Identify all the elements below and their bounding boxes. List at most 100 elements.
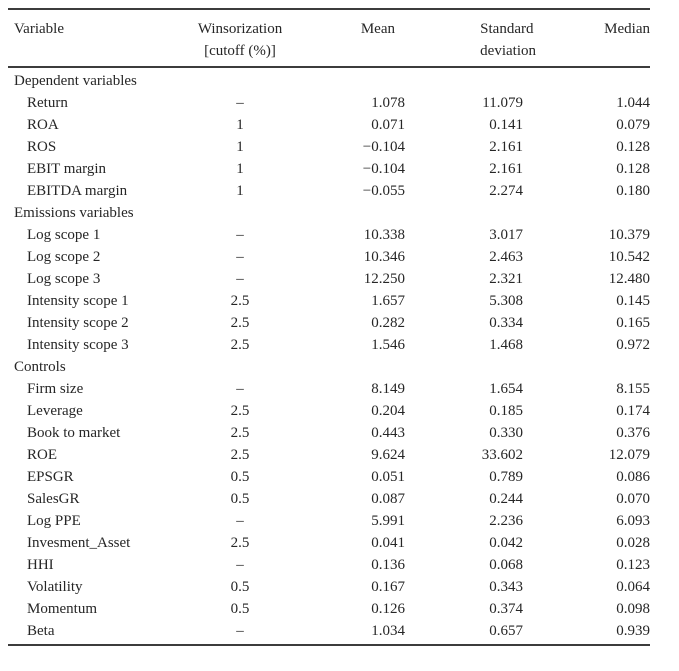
mean-cell: 9.624 (371, 447, 405, 463)
winsorization-cell: 2.5 (230, 535, 250, 551)
winsorization-cell: – (236, 623, 244, 639)
section-label: Dependent variables (14, 73, 137, 89)
section-label: Emissions variables (14, 205, 134, 221)
median-cell: 0.128 (616, 161, 650, 177)
column-header-mean: Mean (360, 21, 395, 37)
table-row: Log scope 2 – 10.346 2.463 10.542 (8, 246, 650, 268)
median-cell: 0.180 (616, 183, 650, 199)
median-cell: 0.165 (616, 315, 650, 331)
median-cell: 0.064 (616, 579, 650, 595)
table-row: Log PPE – 5.991 2.236 6.093 (8, 510, 650, 532)
std-cell (405, 202, 523, 224)
mean-cell: 0.087 (371, 491, 405, 507)
table-row: Log scope 1 – 10.338 3.017 10.379 (8, 224, 650, 246)
variable-cell: Log scope 3 (27, 271, 101, 287)
table-row: Intensity scope 3 2.5 1.546 1.468 0.972 (8, 334, 650, 356)
variable-cell: Log scope 1 (27, 227, 101, 243)
table-row: Return – 1.078 11.079 1.044 (8, 92, 650, 114)
section-row: Controls (8, 356, 650, 378)
std-cell: 1.468 (489, 337, 523, 353)
std-cell: 2.161 (489, 139, 523, 155)
variable-cell: Firm size (27, 381, 84, 397)
median-cell: 12.079 (608, 447, 650, 463)
median-cell: 0.174 (616, 403, 650, 419)
section-label: Controls (14, 359, 66, 375)
variable-cell: EBIT margin (27, 161, 107, 177)
median-cell: 0.070 (616, 491, 650, 507)
table-row: Invesment_Asset 2.5 0.041 0.042 0.028 (8, 532, 650, 554)
mean-cell: 0.041 (371, 535, 405, 551)
std-cell: 0.141 (489, 117, 523, 133)
mean-cell: 0.204 (371, 403, 405, 419)
std-cell: 0.244 (489, 491, 523, 507)
mean-cell: 0.282 (371, 315, 405, 331)
median-cell: 0.972 (616, 337, 650, 353)
variable-cell: SalesGR (27, 491, 80, 507)
winsorization-cell: 0.5 (230, 601, 250, 617)
table-row: EBIT margin 1 −0.104 2.161 0.128 (8, 158, 650, 180)
median-cell (523, 70, 650, 92)
variable-cell: Intensity scope 2 (27, 315, 129, 331)
winsorization-cell: 0.5 (230, 469, 250, 485)
median-cell: 1.044 (616, 95, 650, 111)
column-header-winsorization: Winsorization [cutoff (%)] (188, 18, 292, 62)
variable-cell: Intensity scope 1 (27, 293, 129, 309)
std-cell: 33.602 (481, 447, 523, 463)
winsorization-cell: – (236, 513, 244, 529)
mean-cell: 0.126 (371, 601, 405, 617)
mean-cell: 5.991 (371, 513, 405, 529)
variable-cell: ROA (27, 117, 59, 133)
std-cell: 5.308 (489, 293, 523, 309)
winsorization-cell: – (236, 381, 244, 397)
table-row: Intensity scope 1 2.5 1.657 5.308 0.145 (8, 290, 650, 312)
table-row: Volatility 0.5 0.167 0.343 0.064 (8, 576, 650, 598)
table-row: EBITDA margin 1 −0.055 2.274 0.180 (8, 180, 650, 202)
section-row: Dependent variables (8, 70, 650, 92)
median-cell: 0.376 (616, 425, 650, 441)
mean-cell (292, 70, 405, 92)
table-header-row: Variable Winsorization [cutoff (%)] Mean… (8, 10, 650, 66)
winsorization-cell: 0.5 (230, 491, 250, 507)
std-cell (405, 356, 523, 378)
section-row: Emissions variables (8, 202, 650, 224)
median-cell: 6.093 (616, 513, 650, 529)
winsorization-cell: 1 (236, 117, 244, 133)
variable-cell: Momentum (27, 601, 97, 617)
mean-cell: −0.104 (362, 139, 405, 155)
std-cell: 3.017 (489, 227, 523, 243)
mean-cell: 1.078 (371, 95, 405, 111)
winsorization-header-line1: Winsorization (197, 21, 283, 37)
winsorization-cell: 1 (236, 161, 244, 177)
variable-cell: Intensity scope 3 (27, 337, 129, 353)
table-row: Book to market 2.5 0.443 0.330 0.376 (8, 422, 650, 444)
table-row: HHI – 0.136 0.068 0.123 (8, 554, 650, 576)
column-header-standard-deviation: Standard deviation (405, 18, 536, 62)
column-header-median: Median (604, 21, 650, 37)
mean-cell: 0.071 (371, 117, 405, 133)
median-cell: 0.128 (616, 139, 650, 155)
variable-cell: EBITDA margin (27, 183, 128, 199)
std-cell: 0.789 (489, 469, 523, 485)
table-row: Log scope 3 – 12.250 2.321 12.480 (8, 268, 650, 290)
table-row: Firm size – 8.149 1.654 8.155 (8, 378, 650, 400)
std-cell: 0.330 (489, 425, 523, 441)
median-cell: 10.379 (608, 227, 650, 243)
median-cell: 8.155 (616, 381, 650, 397)
std-header-line1: Standard (480, 21, 534, 37)
std-cell: 0.374 (489, 601, 523, 617)
winsorization-cell (188, 356, 292, 378)
std-cell: 2.236 (489, 513, 523, 529)
mean-cell: −0.055 (362, 183, 405, 199)
variable-cell: HHI (27, 557, 54, 573)
variable-cell: Log PPE (27, 513, 81, 529)
table-row: SalesGR 0.5 0.087 0.244 0.070 (8, 488, 650, 510)
median-cell: 0.028 (616, 535, 650, 551)
std-cell: 2.161 (489, 161, 523, 177)
table-row: ROS 1 −0.104 2.161 0.128 (8, 136, 650, 158)
mean-cell: 1.034 (371, 623, 405, 639)
mean-cell: 1.657 (371, 293, 405, 309)
median-cell: 0.086 (616, 469, 650, 485)
std-cell (405, 70, 523, 92)
winsorization-cell: 2.5 (230, 293, 250, 309)
mean-cell: 0.167 (371, 579, 405, 595)
